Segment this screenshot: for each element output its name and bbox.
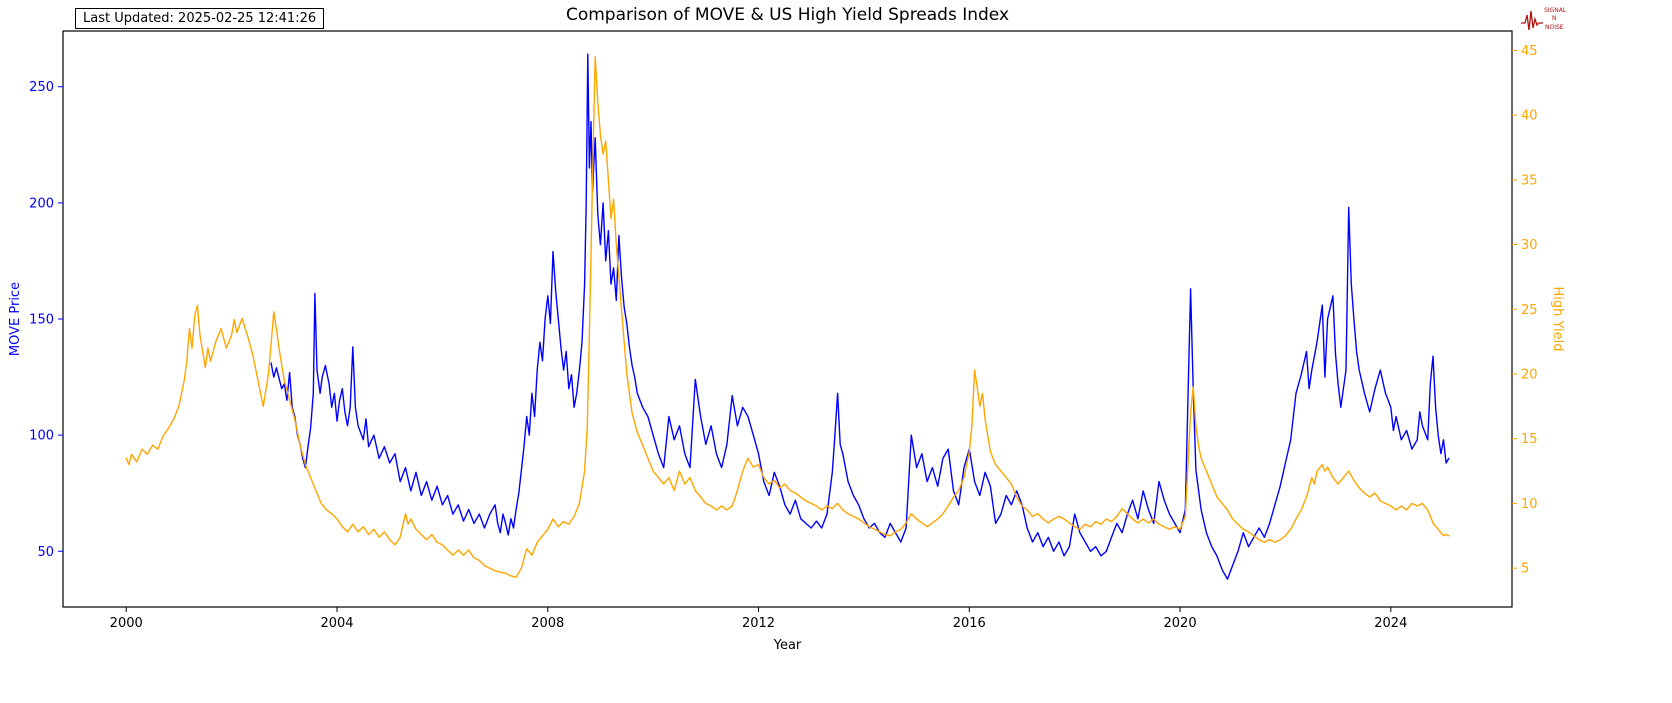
x-tick-label: 2016 [953, 616, 986, 631]
x-axis-label: Year [773, 638, 802, 653]
waveform-icon [1521, 10, 1543, 31]
left-tick-label: 200 [29, 196, 54, 211]
right-tick-label: 45 [1521, 44, 1538, 59]
logo-text-line3: NOISE [1545, 24, 1564, 31]
left-tick-label: 150 [29, 313, 54, 328]
right-tick-label: 15 [1521, 432, 1538, 447]
x-tick-label: 2000 [110, 616, 143, 631]
y-axis-label-right: High Yield [1550, 287, 1565, 352]
x-tick-label: 2012 [742, 616, 775, 631]
right-tick-label: 25 [1521, 303, 1538, 318]
right-tick-label: 10 [1521, 497, 1538, 512]
x-tick-label: 2008 [531, 616, 564, 631]
plot-frame [62, 30, 1513, 608]
page-title: Comparison of MOVE & US High Yield Sprea… [565, 5, 1010, 25]
logo-text-line1: SIGNAL [1544, 7, 1567, 14]
right-tick-label: 40 [1521, 109, 1538, 124]
left-tick-label: 250 [29, 80, 54, 95]
left-tick-label: 100 [29, 429, 54, 444]
x-tick-label: 2004 [320, 616, 353, 631]
move-price-line [270, 53, 1450, 580]
right-tick-label: 5 [1521, 562, 1529, 577]
signal-noise-logo: SIGNAL N NOISE [1520, 3, 1570, 35]
right-tick-label: 30 [1521, 238, 1538, 253]
high-yield-line [125, 56, 1450, 578]
y-axis-label-left: MOVE Price [8, 282, 23, 356]
left-tick-label: 50 [37, 545, 54, 560]
logo-text-line2: N [1552, 15, 1557, 22]
last-updated-label: Last Updated: 2025-02-25 12:41:26 [75, 8, 325, 29]
right-tick-label: 35 [1521, 173, 1538, 188]
right-tick-label: 20 [1521, 368, 1538, 383]
x-tick-label: 2020 [1164, 616, 1197, 631]
x-tick-label: 2024 [1374, 616, 1407, 631]
